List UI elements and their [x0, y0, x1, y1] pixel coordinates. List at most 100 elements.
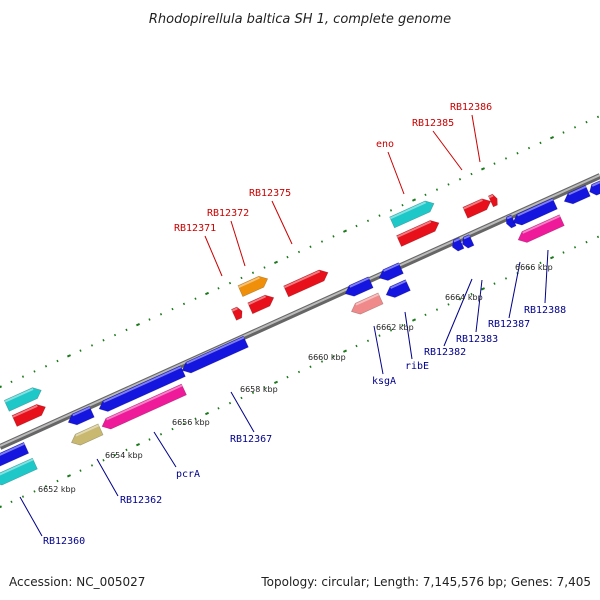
gene-blue-5[interactable]: [344, 276, 374, 297]
tick-label-6654: 6654 kbp: [105, 451, 143, 460]
lower-guide-tick: [411, 318, 417, 322]
lower-guide-tick: [401, 323, 404, 327]
gene-blue-13[interactable]: [589, 180, 600, 196]
gene-label-rb12383[interactable]: RB12383: [456, 334, 498, 345]
gene-label-rb12372[interactable]: RB12372: [207, 208, 249, 219]
lower-guide-tick: [113, 453, 117, 457]
lower-guide-tick: [366, 339, 370, 343]
gene-label-rb12382[interactable]: RB12382: [424, 347, 466, 358]
gene-cyan-2[interactable]: [389, 200, 435, 229]
upper-guide-tick: [263, 266, 266, 269]
upper-guide-tick: [113, 333, 117, 337]
lower-guide-tick: [320, 360, 324, 363]
reverse-gene-labels: RB12360 RB12362 pcrA RB12367 ksgA ribE R…: [43, 305, 566, 547]
gene-orange-1[interactable]: [237, 275, 269, 297]
gene-pink-1[interactable]: [101, 383, 187, 430]
gene-red-5[interactable]: [396, 220, 440, 247]
upper-guide-tick: [596, 115, 600, 119]
gene-blue-9[interactable]: [462, 234, 475, 249]
lower-guide-tick: [171, 427, 174, 431]
connector-rb12383: [475, 279, 483, 333]
gene-cyan-1[interactable]: [3, 387, 42, 412]
gene-blue-12[interactable]: [563, 184, 591, 205]
upper-guide-tick: [297, 250, 301, 254]
upper-guide-tick: [320, 240, 324, 243]
lower-guide-tick: [342, 349, 348, 353]
gene-blue-3[interactable]: [98, 365, 186, 412]
gene-label-rb12367[interactable]: RB12367: [230, 434, 272, 445]
upper-guide-tick: [44, 365, 48, 368]
forward-gene-labels: RB12371 RB12372 RB12375 eno RB12385 RB12…: [174, 102, 492, 234]
upper-guide-tick: [56, 359, 59, 363]
gene-label-rb12362[interactable]: RB12362: [120, 495, 162, 506]
upper-guide-tick: [539, 141, 542, 145]
gene-label-pcra[interactable]: pcrA: [176, 469, 200, 480]
upper-guide-tick: [585, 120, 588, 124]
gene-label-eno[interactable]: eno: [376, 139, 394, 150]
gene-olive-1[interactable]: [70, 423, 104, 446]
gene-cyan-3[interactable]: [0, 457, 38, 486]
connector-rb12385: [432, 130, 463, 171]
gene-label-rb12387[interactable]: RB12387: [488, 319, 530, 330]
gene-blue-1[interactable]: [0, 441, 30, 467]
gene-blue-8[interactable]: [452, 237, 465, 252]
connector-rb12375: [271, 200, 293, 245]
gene-label-rb12385[interactable]: RB12385: [412, 118, 454, 129]
gene-blue-4[interactable]: [181, 335, 249, 374]
lower-guide-tick: [125, 448, 128, 452]
gene-label-ksga[interactable]: ksgA: [372, 376, 396, 387]
gene-blue-6[interactable]: [378, 262, 404, 281]
upper-guide-tick: [228, 281, 232, 285]
gene-pink-2[interactable]: [517, 214, 565, 243]
upper-guide-tick: [562, 131, 565, 134]
lower-guide-tick: [251, 391, 255, 394]
gene-red-3[interactable]: [247, 294, 275, 315]
gene-blue-2[interactable]: [67, 405, 95, 426]
upper-guide-tick: [447, 183, 450, 186]
tick-label-6660: 6660 kbp: [308, 353, 346, 362]
gene-salmon-1[interactable]: [350, 292, 384, 315]
lower-guide-tick: [204, 411, 210, 416]
upper-guide-tick: [401, 203, 404, 207]
gene-red-2[interactable]: [231, 306, 243, 321]
gene-red-7[interactable]: [487, 193, 498, 208]
gene-red-1[interactable]: [11, 404, 46, 427]
gene-label-rb12360[interactable]: RB12360: [43, 536, 85, 547]
upper-guide-tick: [125, 328, 128, 332]
gene-label-rb12386[interactable]: RB12386: [450, 102, 492, 113]
lower-guide-tick: [56, 479, 59, 483]
lower-guide-tick: [286, 375, 289, 379]
lower-guide-tick: [562, 251, 565, 254]
upper-guide-tick: [366, 219, 370, 223]
upper-guide-tick: [182, 302, 186, 306]
lower-guide-tick: [355, 344, 358, 348]
label-connectors: [19, 114, 549, 537]
lower-guide-tick: [480, 287, 486, 291]
tick-label-6658: 6658 kbp: [240, 385, 278, 394]
upper-guide-tick: [549, 136, 555, 140]
lower-guide-tick: [90, 464, 94, 467]
lower-guide-tick: [435, 308, 439, 311]
gene-blue-7[interactable]: [385, 279, 411, 298]
gene-blue-10[interactable]: [506, 214, 517, 229]
gene-label-rb12388[interactable]: RB12388: [524, 305, 566, 316]
gene-label-rb12375[interactable]: RB12375: [249, 188, 291, 199]
lower-guide-tick: [573, 246, 577, 249]
upper-guide-tick: [527, 146, 531, 150]
gene-red-6[interactable]: [462, 198, 492, 219]
upper-guide-tick: [90, 344, 94, 347]
upper-guide-tick: [0, 385, 3, 389]
gene-blue-11[interactable]: [512, 197, 558, 226]
gene-label-rb12371[interactable]: RB12371: [174, 223, 216, 234]
lower-guide-tick: [194, 417, 197, 420]
lower-guide-tick: [596, 235, 600, 239]
lower-guide-tick: [217, 407, 220, 410]
lower-guide-tick: [182, 422, 186, 426]
upper-guide-tick: [21, 375, 25, 378]
upper-guide-tick: [480, 167, 486, 171]
genome-backbone: [0, 173, 600, 450]
gene-label-ribe[interactable]: ribE: [405, 361, 429, 372]
gene-red-4[interactable]: [283, 269, 329, 298]
tick-label-6662: 6662 kbp: [376, 323, 414, 332]
upper-guide-tick: [342, 229, 348, 233]
